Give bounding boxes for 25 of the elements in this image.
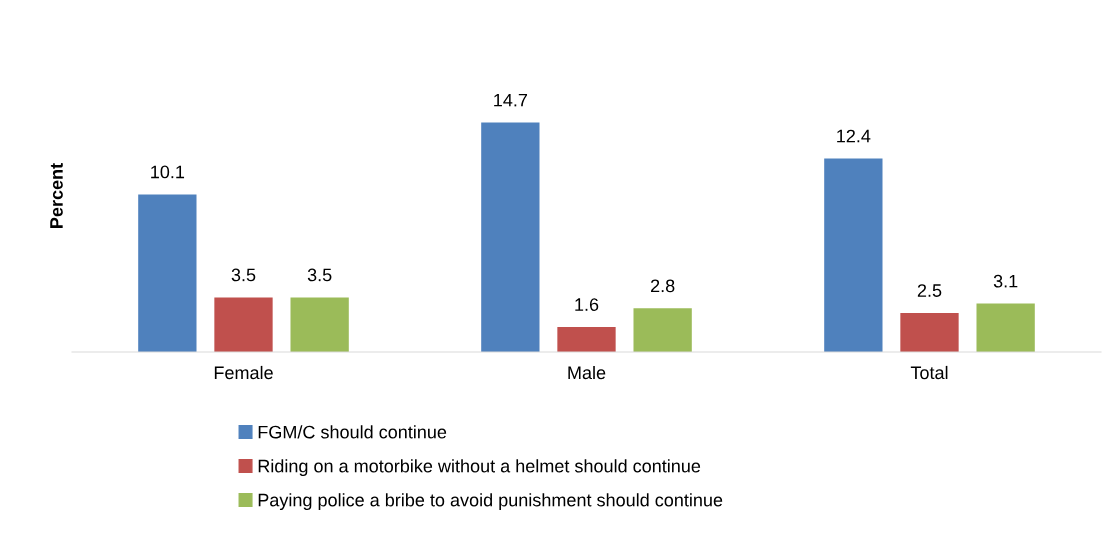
data-label: 3.5	[231, 268, 256, 282]
bar	[138, 194, 197, 352]
data-label: 3.1	[993, 274, 1018, 288]
data-label: 1.6	[575, 298, 599, 311]
x-tick-label: Male	[568, 365, 606, 380]
bar	[824, 158, 883, 352]
x-tick-label: Total	[910, 365, 948, 380]
data-label: 10.1	[151, 165, 185, 179]
bar	[214, 297, 273, 352]
data-label: 2.5	[917, 284, 942, 297]
bar	[481, 122, 540, 352]
data-label: 14.7	[494, 93, 528, 107]
y-axis-title: Percent	[50, 163, 63, 228]
bar	[633, 308, 692, 352]
legend-label: Riding on a motorbike without a helmet should continue	[258, 459, 701, 477]
data-label: 3.5	[307, 268, 332, 282]
data-label: 2.8	[651, 279, 675, 293]
legend-label: FGM/C should continue	[258, 425, 447, 439]
bar	[900, 312, 959, 352]
bar	[976, 303, 1035, 352]
legend-label: Paying police a bribe to avoid punishment should continue	[258, 493, 723, 511]
data-label: 12.4	[837, 129, 871, 143]
bar	[290, 297, 349, 352]
x-tick-label: Female	[214, 365, 273, 380]
bar	[557, 327, 616, 352]
